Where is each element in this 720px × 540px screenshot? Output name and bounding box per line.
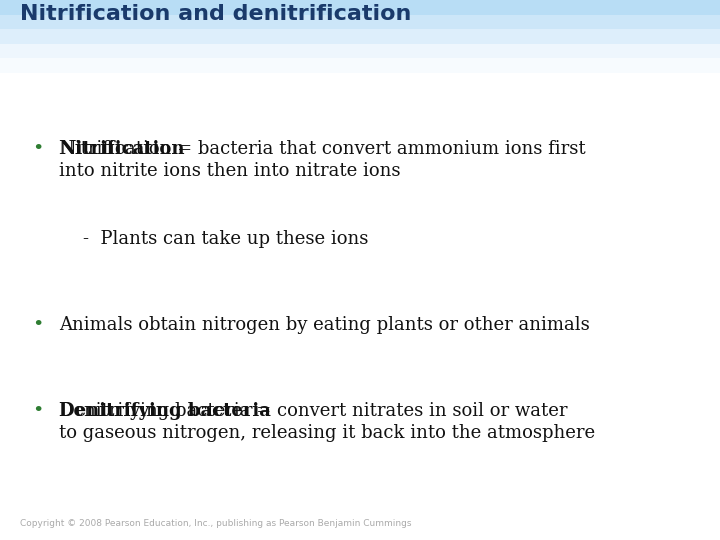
Text: •: • [32,140,44,158]
Bar [0,29,720,44]
Text: Nitrification and denitrification: Nitrification and denitrification [20,4,412,24]
Text: Nitrification = bacteria that convert ammonium ions first
into nitrite ions then: Nitrification = bacteria that convert am… [59,140,585,180]
Text: •: • [32,316,44,334]
Bar [0,15,720,29]
Text: Nitrification: Nitrification [59,140,184,158]
Text: Copyright © 2008 Pearson Education, Inc., publishing as Pearson Benjamin Cumming: Copyright © 2008 Pearson Education, Inc.… [20,519,412,528]
Bar [0,58,720,73]
Text: Denitrifying bacteria = convert nitrates in soil or water
to gaseous nitrogen, r: Denitrifying bacteria = convert nitrates… [59,402,595,442]
Text: Animals obtain nitrogen by eating plants or other animals: Animals obtain nitrogen by eating plants… [59,316,590,334]
Bar [0,0,720,15]
Text: -  Plants can take up these ions: - Plants can take up these ions [83,230,368,247]
Text: Denitrifying bacteria: Denitrifying bacteria [59,402,271,420]
Text: •: • [32,402,44,420]
Bar [0,0,720,15]
Bar [0,44,720,58]
